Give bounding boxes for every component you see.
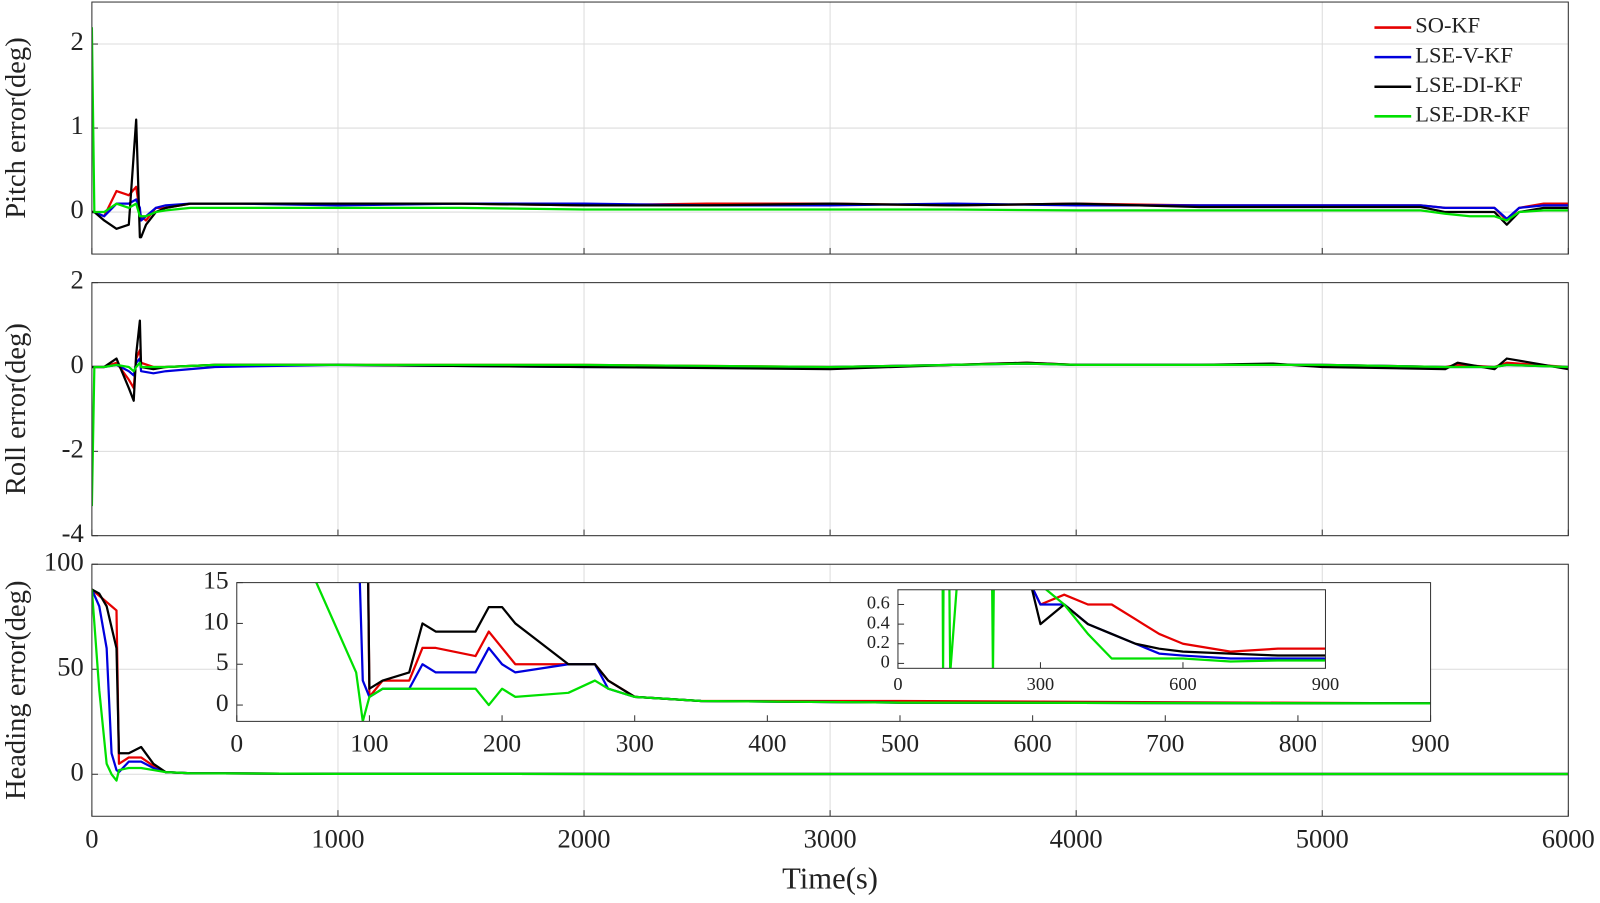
x-tick-label: 0 xyxy=(85,824,98,854)
y-tick-label: 0 xyxy=(70,756,83,786)
y-axis-label: Roll error(deg) xyxy=(1,323,32,495)
x-tick-label: 600 xyxy=(1014,728,1052,757)
plot-area xyxy=(315,582,1431,722)
x-tick-label: 1000 xyxy=(311,824,364,854)
x-tick-label: 0 xyxy=(230,728,243,757)
y-tick-label: 0.2 xyxy=(867,632,890,652)
y-tick-label: 50 xyxy=(57,651,84,681)
x-tick-label: 400 xyxy=(748,728,786,757)
y-tick-label: 0.4 xyxy=(867,612,890,632)
inset-frame xyxy=(897,589,1326,669)
series-line xyxy=(91,27,1569,222)
x-tick-label: 5000 xyxy=(1296,824,1349,854)
y-tick-label: 100 xyxy=(44,546,84,576)
y-tick-label: 2 xyxy=(70,265,83,295)
x-tick-label: 600 xyxy=(1169,674,1197,694)
series-line xyxy=(1032,589,1326,660)
series-line xyxy=(367,582,1431,705)
x-tick-label: 3000 xyxy=(804,824,857,854)
plot-frame xyxy=(91,563,1569,817)
inset-frame xyxy=(236,582,1432,722)
legend-label: LSE-V-KF xyxy=(1415,42,1513,67)
x-tick-label: 500 xyxy=(881,728,919,757)
y-tick-label: 15 xyxy=(203,565,229,594)
x-tick-label: 200 xyxy=(483,728,521,757)
y-tick-label: 0 xyxy=(70,349,83,379)
series-line xyxy=(91,589,1569,782)
x-tick-label: 100 xyxy=(350,728,388,757)
x-tick-label: 300 xyxy=(1027,674,1055,694)
y-tick-label: 0.6 xyxy=(867,593,890,613)
x-tick-label: 4000 xyxy=(1050,824,1103,854)
plot-frame xyxy=(91,1,1569,255)
plot-area xyxy=(91,27,1569,239)
series-line xyxy=(91,361,1569,507)
plot-area xyxy=(91,319,1569,507)
x-tick-label: 2000 xyxy=(558,824,611,854)
legend-label: SO-KF xyxy=(1415,13,1480,38)
y-tick-label: 1 xyxy=(70,110,83,140)
y-tick-label: -2 xyxy=(62,433,84,463)
y-tick-label: 2 xyxy=(70,26,83,56)
series-line xyxy=(91,118,1569,239)
x-tick-label: 800 xyxy=(1279,728,1317,757)
y-tick-label: 10 xyxy=(203,606,229,635)
legend-label: LSE-DI-KF xyxy=(1415,72,1522,97)
series-line xyxy=(1030,589,1326,657)
x-tick-label: 900 xyxy=(1312,674,1340,694)
x-tick-label: 300 xyxy=(616,728,654,757)
series-line xyxy=(315,582,1431,722)
y-tick-label: 0 xyxy=(216,688,229,717)
plot-area xyxy=(91,588,1569,782)
x-tick-label: 900 xyxy=(1411,728,1449,757)
plot-area xyxy=(941,589,1326,669)
x-tick-label: 700 xyxy=(1146,728,1184,757)
y-tick-label: -4 xyxy=(62,518,84,548)
legend-label: LSE-DR-KF xyxy=(1415,101,1530,126)
y-tick-label: 0 xyxy=(881,652,890,672)
x-tick-label: 6000 xyxy=(1542,824,1595,854)
y-axis-label: Pitch error(deg) xyxy=(1,37,32,219)
inset-background xyxy=(897,589,1326,669)
y-tick-label: 5 xyxy=(216,647,229,676)
x-axis-label: Time(s) xyxy=(782,862,878,896)
series-line xyxy=(941,589,1326,669)
y-axis-label: Heading error(deg) xyxy=(1,580,32,800)
plot-frame xyxy=(91,282,1569,537)
x-tick-label: 0 xyxy=(893,674,902,694)
y-tick-label: 0 xyxy=(70,194,83,224)
